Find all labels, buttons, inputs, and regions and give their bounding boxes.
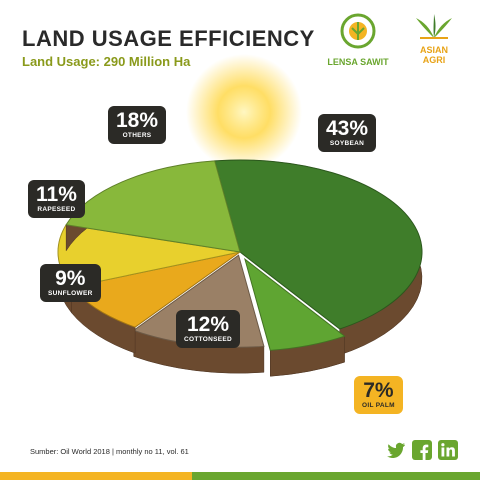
page-subtitle: Land Usage: 290 Million Ha — [22, 54, 191, 69]
source-footnote: Sumber: Oil World 2018 | monthly no 11, … — [30, 447, 189, 456]
sun-glow — [186, 54, 302, 170]
slice-category-label: COTTONSEED — [184, 336, 233, 343]
lensa-sawit-emblem-icon — [340, 13, 376, 49]
slice-value-label: 7% — [363, 379, 394, 402]
slice-value-label: 43% — [326, 117, 369, 140]
slice-value-label: 11% — [36, 183, 77, 206]
linkedin-icon[interactable] — [438, 440, 458, 460]
pie-slice-soybean — [214, 159, 423, 330]
bottom-color-bar — [0, 472, 480, 480]
slice-value-label: 9% — [55, 267, 86, 290]
slice-label-rapeseed: 11% RAPESEED — [28, 180, 85, 218]
lensa-sawit-logo-text: LENSA SAWIT — [327, 57, 389, 67]
facebook-icon[interactable] — [412, 440, 432, 460]
pie-slice-oil-palm — [244, 257, 346, 351]
page-title: LAND USAGE EFFICIENCY — [22, 26, 315, 51]
slice-category-label: OTHERS — [122, 132, 152, 139]
slice-label-soybean: 43% SOYBEAN — [318, 114, 377, 152]
slice-category-label: SUNFLOWER — [48, 290, 93, 297]
asian-agri-logo[interactable]: ASIAN AGRI — [402, 12, 466, 65]
lensa-sawit-logo[interactable]: LENSA SAWIT — [322, 12, 394, 67]
slice-label-cottonseed: 12% COTTONSEED — [176, 310, 241, 348]
twitter-icon[interactable] — [386, 440, 406, 460]
slice-category-label: SOYBEAN — [329, 140, 365, 147]
slice-label-oil-palm: 7% OIL PALM — [354, 376, 403, 414]
slice-label-others: 18% OTHERS — [108, 106, 167, 144]
asian-agri-logo-text-line1: ASIAN — [419, 45, 448, 55]
slice-category-label: OIL PALM — [362, 402, 395, 409]
asian-agri-logo-text-line2: AGRI — [422, 55, 446, 65]
slice-value-label: 18% — [116, 109, 159, 132]
slice-value-label: 12% — [187, 313, 230, 336]
slice-label-sunflower: 9% SUNFLOWER — [40, 264, 101, 302]
slice-category-label: RAPESEED — [37, 206, 76, 213]
asian-agri-leaf-icon — [416, 14, 452, 39]
